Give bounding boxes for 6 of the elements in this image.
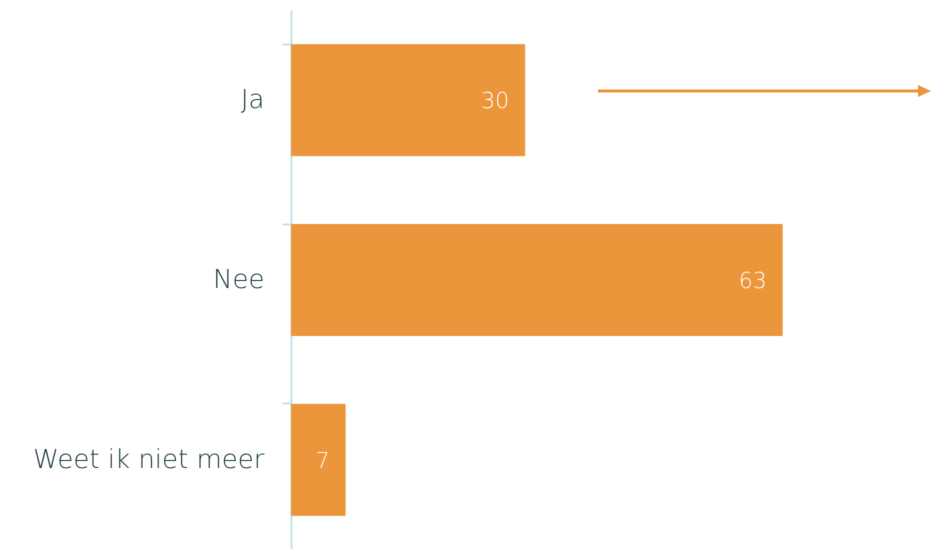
data-label: 30 xyxy=(481,89,510,114)
y-tick-label: Ja xyxy=(240,85,264,116)
data-label: 63 xyxy=(738,269,767,294)
y-tick-label: Weet ik niet meer xyxy=(33,444,265,475)
y-tick-label: Nee xyxy=(213,265,264,295)
data-label: 7 xyxy=(316,448,330,474)
